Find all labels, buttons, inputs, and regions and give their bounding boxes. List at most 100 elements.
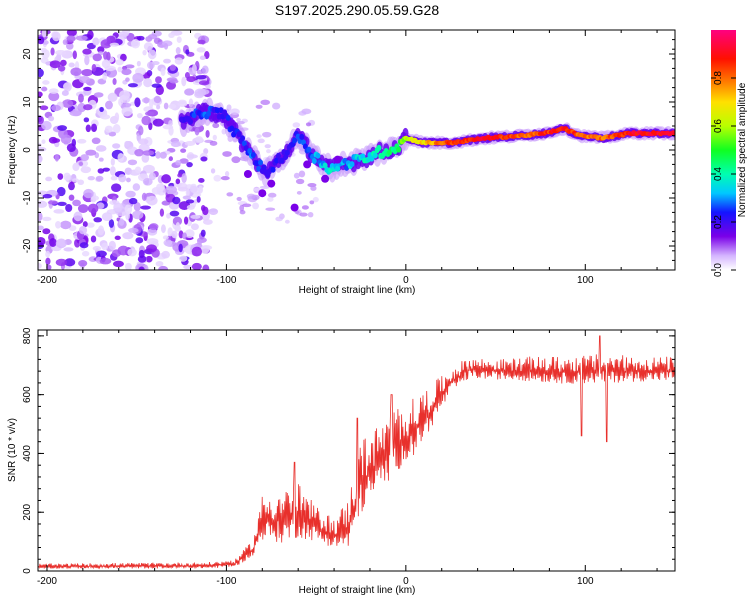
spectrogram-noise-blob — [176, 36, 182, 44]
spectrogram-noise-blob — [45, 250, 51, 258]
spectrogram-noise-blob — [200, 156, 208, 162]
spectrogram-noise-blob — [108, 131, 117, 137]
spectrogram-noise-blob — [163, 239, 173, 247]
spectrogram-ridge-core — [241, 140, 247, 147]
spectrogram-noise-blob — [156, 183, 165, 191]
spectrogram-noise-blob — [81, 69, 93, 77]
spectrogram-noise-blob — [262, 131, 272, 138]
spectrogram-noise-blob — [77, 179, 85, 186]
spectrogram-noise-blob — [200, 245, 210, 254]
spectrogram-noise-blob — [169, 64, 176, 71]
spectrogram-noise-blob — [305, 122, 312, 127]
spectrogram-noise-blob — [200, 205, 206, 212]
spectrogram-noise-blob — [92, 53, 102, 62]
spectrogram-noise-blob — [148, 172, 156, 181]
snr-frame — [37, 329, 676, 572]
spectrogram-noise-blob — [171, 230, 178, 239]
spectrogram-noise-blob — [115, 59, 124, 66]
spectrogram-noise-blob — [137, 255, 147, 263]
spectrogram-noise-blob — [109, 166, 116, 176]
spectrogram-noise-blob — [125, 190, 136, 198]
spectrogram-noise-blob — [292, 122, 301, 128]
spectrogram-noise-blob — [117, 245, 130, 256]
spectrogram-noise-blob — [174, 57, 184, 65]
spectrogram-ytick-label: 10 — [22, 96, 33, 108]
spectrogram-noise-blob — [257, 138, 265, 144]
colorbar-label: Normalized spectral amplitude — [737, 82, 748, 217]
spectrogram-noise-blob — [146, 195, 158, 206]
spectrogram-noise-blob — [38, 154, 43, 164]
spectrogram-noise-blob — [55, 220, 62, 229]
spectrogram-noise-blob — [75, 35, 88, 41]
spectrogram-noise-blob — [184, 140, 196, 146]
spectrogram-noise-blob — [55, 238, 67, 249]
spectrogram-noise-blob — [197, 39, 206, 45]
snr-ytick-label: 200 — [22, 503, 33, 520]
spectrogram-noise-blob — [68, 194, 75, 201]
spectrogram-noise-blob — [213, 174, 222, 182]
spectrogram-noise-blob — [57, 201, 67, 207]
spectrogram-noise-blob — [41, 30, 48, 38]
spectrogram-noise-blob — [205, 84, 211, 90]
spectrogram-noise-blob — [172, 216, 183, 226]
spectrogram-ridge-core — [216, 113, 222, 120]
spectrogram-noise-blob — [39, 105, 49, 111]
spectrogram-noise-blob — [42, 216, 52, 222]
spectrogram-noise-blob — [177, 186, 188, 192]
spectrogram-noise-blob — [63, 172, 71, 181]
spectrogram-noise-blob — [78, 75, 91, 84]
spectrogram-noise-blob — [66, 30, 77, 37]
spectrogram-noise-blob — [180, 148, 187, 153]
spectrogram-noise-blob — [62, 99, 74, 108]
spectrogram-noise-blob — [136, 60, 141, 67]
spectrogram-noise-blob — [200, 229, 206, 237]
spectrogram-noise-blob — [38, 236, 46, 246]
spectrogram-noise-blob — [182, 232, 187, 240]
spectrogram-noise-blob — [166, 213, 171, 219]
spectrogram-noise-blob — [93, 92, 104, 98]
spectrogram-noise-blob — [202, 219, 213, 225]
spectrogram-noise-blob — [169, 210, 180, 217]
spectrogram-noise-blob — [100, 114, 111, 120]
spectrogram-noise-blob — [127, 248, 137, 257]
spectrogram-noise-blob — [175, 178, 181, 185]
spectrogram-noise-blob — [177, 173, 183, 178]
spectrogram-noise-blob — [178, 243, 183, 253]
spectrogram-noise-blob — [124, 204, 133, 215]
spectrogram-noise-blob — [73, 211, 83, 222]
spectrogram-noise-blob — [132, 183, 141, 191]
spectrogram-noise-blob — [172, 196, 181, 205]
spectrogram-noise-blob — [118, 174, 127, 183]
spectrogram-noise-blob — [198, 178, 205, 183]
spectrogram-noise-blob — [209, 140, 218, 146]
spectrogram-noise-blob — [87, 175, 95, 181]
spectrogram-noise-blob — [146, 244, 157, 253]
spectrogram-xtick-label: 100 — [577, 275, 594, 286]
spectrogram-ridge-core — [275, 152, 281, 159]
spectrogram-noise-blob — [158, 265, 168, 270]
spectrogram-noise-blob — [38, 147, 47, 152]
spectrogram-noise-blob — [69, 110, 82, 117]
spectrogram-noise-blob — [104, 125, 113, 133]
spectrogram-noise-blob — [91, 137, 101, 145]
spectrogram-xtick-label: -200 — [37, 275, 57, 286]
spectrogram-noise-blob — [86, 222, 95, 228]
spectrogram-noise-blob — [138, 266, 145, 270]
spectrogram-noise-blob — [155, 151, 161, 159]
spectrogram-noise-blob — [312, 196, 319, 203]
spectrogram-noise-blob — [246, 193, 256, 200]
spectrogram-ridge-fragment — [290, 203, 299, 212]
spectrogram-noise-blob — [48, 88, 59, 94]
snr-xtick-label: -100 — [216, 576, 236, 587]
spectrogram-noise-blob — [301, 205, 309, 210]
spectrogram-noise-blob — [50, 47, 55, 56]
spectrogram-noise-blob — [78, 93, 84, 103]
spectrogram-noise-blob — [49, 238, 57, 247]
spectrogram-noise-blob — [120, 53, 127, 62]
spectrogram-noise-blob — [142, 164, 155, 174]
spectrogram-noise-blob — [77, 204, 89, 213]
spectrogram-noise-blob — [63, 247, 74, 252]
spectrogram-noise-blob — [40, 47, 47, 53]
spectrogram-noise-blob — [98, 157, 104, 162]
